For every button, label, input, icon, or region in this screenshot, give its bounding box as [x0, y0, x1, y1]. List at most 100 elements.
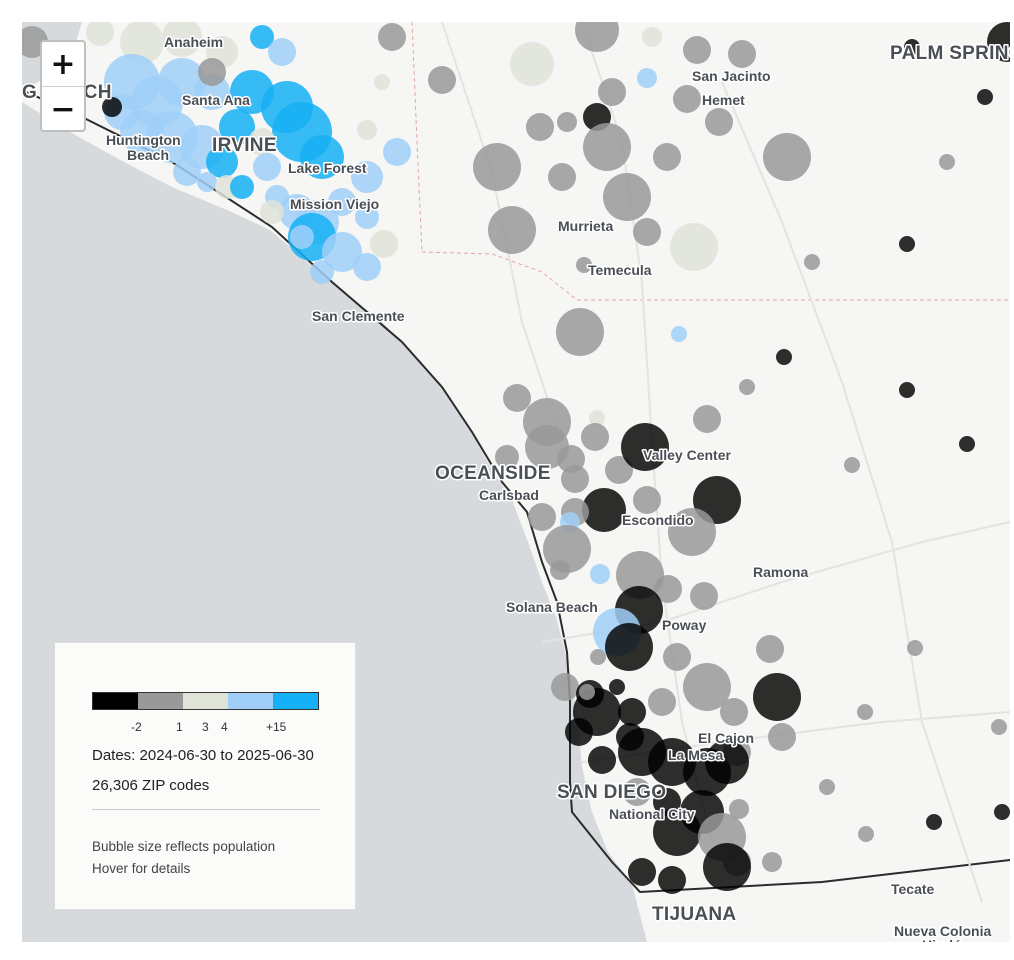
zip-bubble[interactable] — [351, 161, 383, 193]
zip-bubble[interactable] — [653, 808, 701, 856]
zip-bubble[interactable] — [819, 779, 835, 795]
zip-bubble[interactable] — [310, 260, 334, 284]
zip-bubble[interactable] — [728, 40, 756, 68]
zip-bubble[interactable] — [668, 508, 716, 556]
zip-bubble[interactable] — [473, 143, 521, 191]
zip-bubble[interactable] — [550, 560, 570, 580]
zip-bubble[interactable] — [588, 746, 616, 774]
zip-bubble[interactable] — [753, 673, 801, 721]
zip-bubble[interactable] — [857, 704, 873, 720]
zip-bubble[interactable] — [575, 22, 619, 52]
zip-bubble[interactable] — [374, 74, 390, 90]
zip-bubble[interactable] — [503, 384, 531, 412]
zip-bubble[interactable] — [583, 123, 631, 171]
zip-bubble[interactable] — [198, 58, 226, 86]
zip-bubble[interactable] — [378, 23, 406, 51]
zip-bubble[interactable] — [858, 826, 874, 842]
zip-bubble[interactable] — [248, 128, 276, 156]
zip-bubble[interactable] — [633, 218, 661, 246]
zip-bubble[interactable] — [253, 153, 281, 181]
zip-bubble[interactable] — [300, 135, 344, 179]
zip-bubble[interactable] — [102, 97, 122, 117]
zip-bubble[interactable] — [609, 679, 625, 695]
zip-bubble[interactable] — [844, 457, 860, 473]
zip-bubble[interactable] — [582, 488, 626, 532]
zip-bubble[interactable] — [991, 719, 1007, 735]
zip-bubble[interactable] — [579, 684, 595, 700]
zip-bubble[interactable] — [776, 349, 792, 365]
zip-bubble[interactable] — [526, 113, 554, 141]
zip-bubble[interactable] — [762, 852, 782, 872]
zip-bubble[interactable] — [648, 688, 676, 716]
zoom-in-button[interactable]: + — [50, 46, 76, 82]
zip-bubble[interactable] — [663, 643, 691, 671]
zip-bubble[interactable] — [899, 382, 915, 398]
zip-bubble[interactable] — [642, 27, 662, 47]
zip-bubble[interactable] — [173, 158, 201, 186]
zip-bubble[interactable] — [488, 206, 536, 254]
zip-bubble[interactable] — [322, 232, 362, 272]
zip-bubble[interactable] — [230, 175, 254, 199]
zip-bubble[interactable] — [357, 120, 377, 140]
zip-bubble[interactable] — [576, 257, 592, 273]
zip-bubble[interactable] — [510, 42, 554, 86]
zip-bubble[interactable] — [616, 551, 664, 599]
zip-bubble[interactable] — [653, 143, 681, 171]
zip-bubble[interactable] — [598, 78, 626, 106]
zip-bubble[interactable] — [548, 163, 576, 191]
zip-bubble[interactable] — [383, 138, 411, 166]
zip-bubble[interactable] — [720, 698, 748, 726]
zip-bubble[interactable] — [705, 108, 733, 136]
zip-bubble[interactable] — [590, 564, 610, 584]
zip-bubble[interactable] — [907, 640, 923, 656]
zip-bubble[interactable] — [605, 456, 633, 484]
zip-bubble[interactable] — [353, 253, 381, 281]
zip-bubble[interactable] — [590, 649, 606, 665]
zip-bubble[interactable] — [556, 308, 604, 356]
zip-bubble[interactable] — [705, 740, 749, 784]
zip-bubble[interactable] — [355, 205, 379, 229]
zip-bubble[interactable] — [690, 582, 718, 610]
zip-bubble[interactable] — [994, 804, 1010, 820]
zip-bubble[interactable] — [495, 445, 519, 469]
zip-bubble[interactable] — [756, 635, 784, 663]
zip-bubble[interactable] — [268, 38, 296, 66]
zip-bubble[interactable] — [739, 379, 755, 395]
zip-bubble[interactable] — [557, 112, 577, 132]
zip-bubble[interactable] — [628, 858, 656, 886]
zip-bubble[interactable] — [729, 799, 749, 819]
zip-bubble[interactable] — [899, 236, 915, 252]
zip-bubble[interactable] — [658, 866, 686, 894]
zip-bubble[interactable] — [428, 66, 456, 94]
zip-bubble[interactable] — [219, 109, 255, 145]
zip-bubble[interactable] — [589, 410, 605, 426]
zip-bubble[interactable] — [260, 200, 284, 224]
zip-bubble[interactable] — [621, 423, 669, 471]
zip-bubble[interactable] — [370, 230, 398, 258]
zip-bubble[interactable] — [683, 36, 711, 64]
zip-bubble[interactable] — [603, 173, 651, 221]
zip-bubble[interactable] — [693, 405, 721, 433]
zip-bubble[interactable] — [763, 133, 811, 181]
zip-bubble[interactable] — [987, 22, 1010, 62]
zip-bubble[interactable] — [605, 623, 653, 671]
zip-bubble[interactable] — [618, 698, 646, 726]
zip-bubble[interactable] — [194, 74, 230, 110]
zip-bubble[interactable] — [551, 673, 579, 701]
zip-bubble[interactable] — [250, 25, 274, 49]
zip-bubble[interactable] — [543, 525, 591, 573]
zip-bubble[interactable] — [565, 718, 593, 746]
zip-bubble[interactable] — [623, 778, 651, 806]
zip-bubble[interactable] — [158, 58, 206, 106]
zip-bubble[interactable] — [673, 85, 701, 113]
zip-bubble[interactable] — [977, 89, 993, 105]
zoom-out-button[interactable]: − — [42, 86, 84, 131]
zip-bubble[interactable] — [86, 22, 114, 46]
zip-bubble[interactable] — [328, 188, 356, 216]
zip-bubble[interactable] — [703, 843, 751, 891]
zip-bubble[interactable] — [206, 146, 238, 178]
zip-bubble[interactable] — [120, 22, 164, 64]
zip-bubble[interactable] — [904, 39, 920, 55]
zip-bubble[interactable] — [637, 68, 657, 88]
